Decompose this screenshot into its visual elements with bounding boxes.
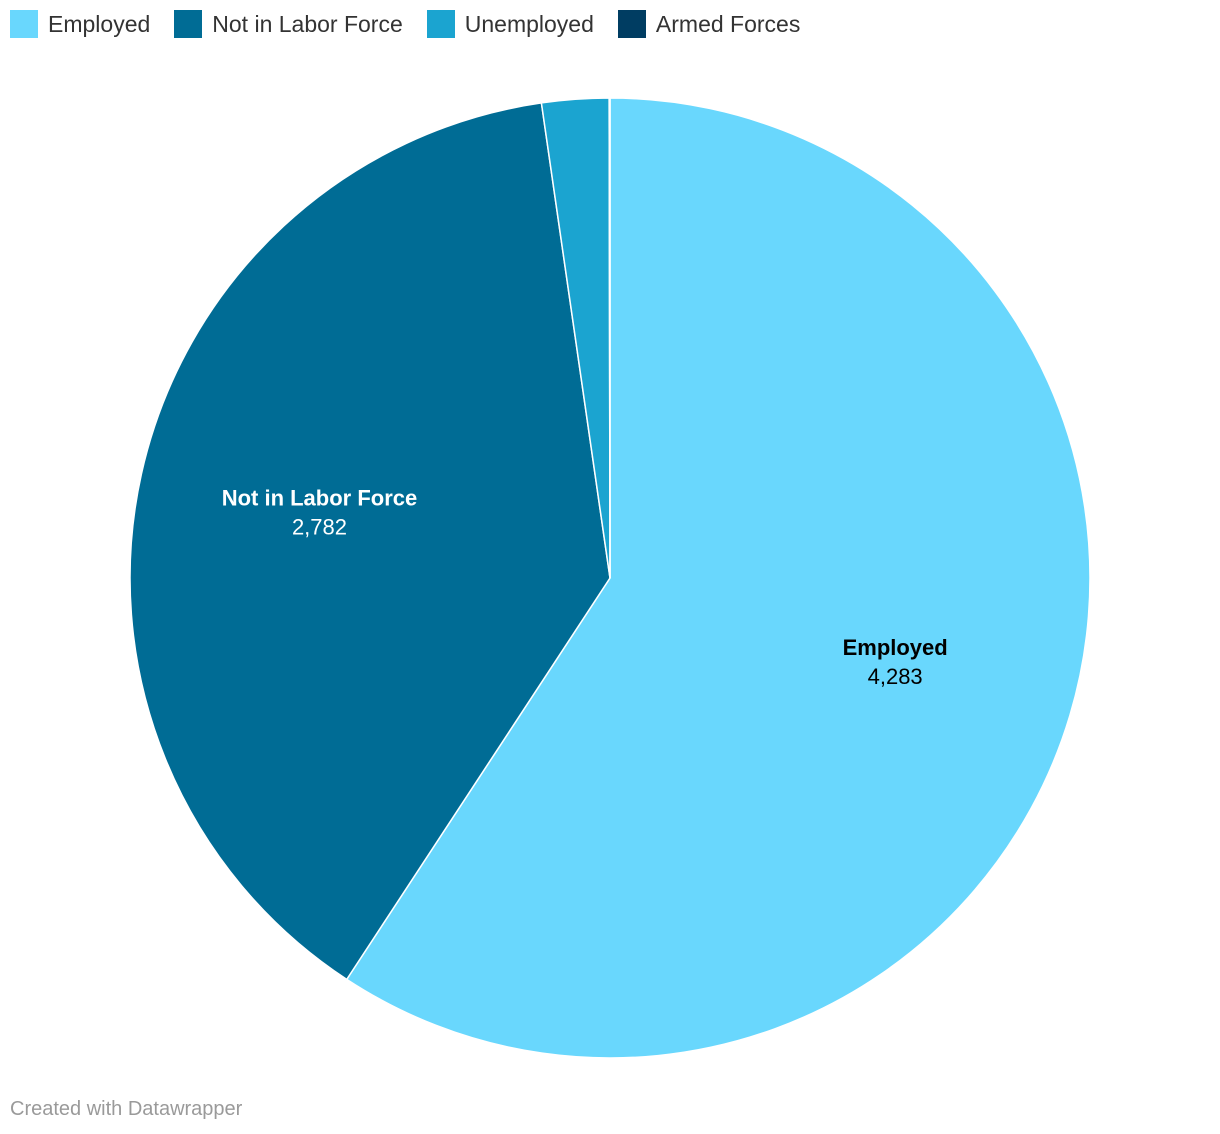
pie-slice-employed (345, 97, 1091, 1059)
slice-label-name-employed: Employed (843, 635, 948, 660)
slice-label-value-employed: 4,283 (868, 664, 923, 689)
footer-credit: Created with Datawrapper (10, 1098, 243, 1120)
legend-item-unemployed: Unemployed (426, 10, 594, 38)
legend-label-employed: Employed (48, 10, 151, 37)
legend-label-unemployed: Unemployed (464, 10, 594, 37)
legend-swatch-armed-forces (617, 10, 646, 38)
slice-label-name-not-in-labor-force: Not in Labor Force (222, 485, 418, 510)
legend-swatch-not-in-labor-force (174, 10, 203, 38)
legend-swatch-employed (10, 10, 38, 38)
legend-item-employed: Employed (10, 10, 150, 38)
pie-slices (129, 97, 1091, 1059)
legend-item-armed-forces: Armed Forces (617, 10, 801, 38)
pie-labels: Employed 4,283 Not in Labor Force 2,782 (222, 485, 948, 689)
pie-slice-armed-forces (608, 97, 611, 579)
legend-item-not-in-labor-force: Not in Labor Force (174, 10, 403, 38)
slice-label-value-not-in-labor-force: 2,782 (292, 514, 347, 539)
legend-swatch-unemployed (426, 10, 455, 38)
legend-label-not-in-labor-force: Not in Labor Force (212, 10, 403, 37)
legend-label-armed-forces: Armed Forces (655, 10, 801, 37)
legend: Employed Not in Labor Force Unemployed A… (10, 8, 824, 40)
pie-slice-not-in-labor-force (129, 102, 611, 981)
